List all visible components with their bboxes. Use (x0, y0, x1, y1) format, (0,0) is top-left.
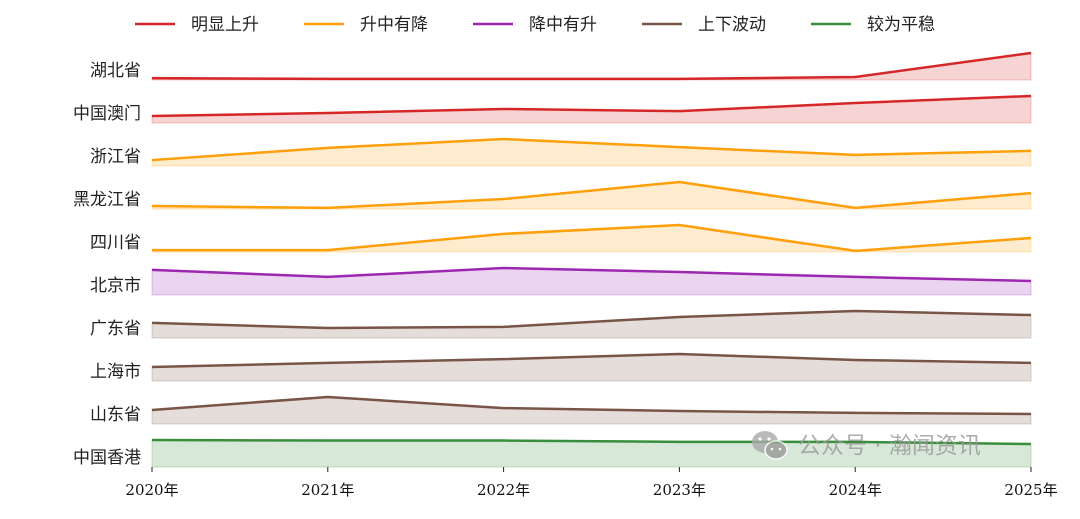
line-广东省 (151, 309, 1032, 330)
x-tick-label: 2022年 (477, 481, 530, 499)
area-上海市 (151, 353, 1032, 382)
row-label: 湖北省 (90, 61, 141, 81)
wechat-icon (752, 431, 788, 460)
line-山东省 (151, 395, 1032, 416)
area-广东省 (151, 310, 1032, 339)
line-四川省 (152, 223, 1032, 253)
x-tick-label: 2021年 (301, 481, 354, 499)
row-label: 黑龙江省 (73, 190, 141, 210)
legend-label: 降中有升 (529, 15, 597, 35)
line-上海市 (151, 352, 1032, 369)
row-label: 中国香港 (73, 448, 141, 468)
x-tick-label: 2025年 (1004, 481, 1057, 499)
line-浙江省 (151, 137, 1032, 162)
legend-label: 明显上升 (191, 15, 259, 35)
legend-label: 较为平稳 (867, 15, 935, 35)
area-北京市 (151, 267, 1032, 296)
x-tick-label: 2024年 (829, 481, 882, 499)
row-label: 北京市 (90, 276, 141, 296)
line-中国澳门 (151, 94, 1032, 118)
watermark: 公众号 · 瀚闻资讯 (750, 428, 981, 464)
line-北京市 (151, 266, 1032, 283)
legend-label: 上下波动 (698, 15, 766, 35)
legend-label: 升中有降 (360, 15, 428, 35)
line-黑龙江省 (151, 180, 1032, 210)
watermark-text: 公众号 · 瀚闻资讯 (798, 433, 981, 459)
area-湖北省 (151, 52, 1032, 81)
row-label: 山东省 (90, 405, 141, 425)
x-tick-label: 2023年 (653, 481, 706, 499)
row-label: 浙江省 (90, 147, 141, 167)
row-label: 中国澳门 (73, 104, 141, 124)
line-中国香港 (151, 438, 1032, 446)
row-label: 广东省 (90, 319, 141, 339)
line-湖北省 (151, 51, 1032, 81)
row-label: 四川省 (90, 233, 141, 253)
x-tick-label: 2020年 (125, 481, 178, 499)
row-label: 上海市 (90, 362, 141, 382)
